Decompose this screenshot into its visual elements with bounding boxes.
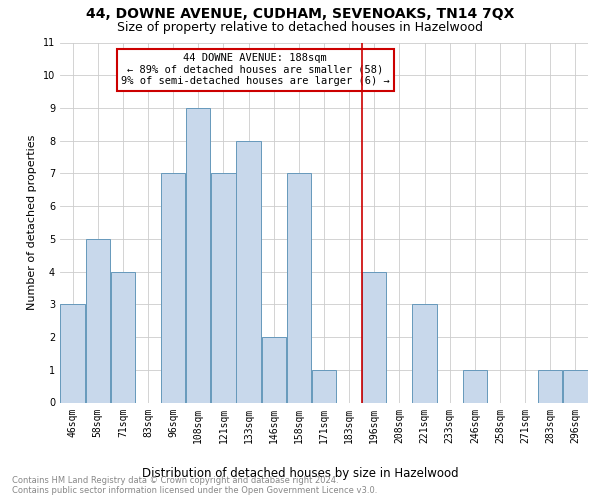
Bar [110,272,135,402]
Text: 44, DOWNE AVENUE, CUDHAM, SEVENOAKS, TN14 7QX: 44, DOWNE AVENUE, CUDHAM, SEVENOAKS, TN1… [86,8,514,22]
Bar [463,370,487,402]
Text: Contains HM Land Registry data © Crown copyright and database right 2024.
Contai: Contains HM Land Registry data © Crown c… [12,476,377,495]
Bar [236,140,261,402]
Bar [312,370,336,402]
Bar [161,174,185,402]
Bar [287,174,311,402]
Bar [186,108,211,403]
Text: 44 DOWNE AVENUE: 188sqm
← 89% of detached houses are smaller (58)
9% of semi-det: 44 DOWNE AVENUE: 188sqm ← 89% of detache… [121,54,390,86]
Text: Distribution of detached houses by size in Hazelwood: Distribution of detached houses by size … [142,468,458,480]
Text: Size of property relative to detached houses in Hazelwood: Size of property relative to detached ho… [117,21,483,34]
Bar [61,304,85,402]
Bar [262,337,286,402]
Bar [563,370,587,402]
Bar [538,370,562,402]
Bar [362,272,386,402]
Bar [211,174,236,402]
Y-axis label: Number of detached properties: Number of detached properties [28,135,37,310]
Bar [412,304,437,402]
Bar [86,239,110,402]
